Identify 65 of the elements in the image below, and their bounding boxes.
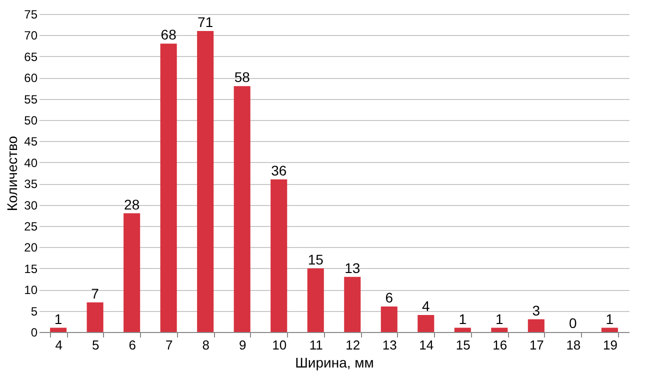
x-tick-label: 18	[566, 338, 581, 352]
x-tick-label: 5	[92, 338, 100, 352]
data-label: 28	[124, 196, 140, 212]
data-label: 15	[308, 251, 324, 268]
y-tick-label: 50	[24, 114, 38, 128]
bar	[86, 302, 104, 332]
data-label: 6	[385, 290, 394, 306]
bar	[197, 30, 214, 332]
data-label: 7	[91, 285, 100, 302]
x-tick-label: 10	[272, 338, 287, 352]
y-tick-label: 15	[24, 262, 38, 276]
y-tick-label: 30	[24, 198, 38, 212]
bar	[234, 86, 250, 332]
bar	[270, 179, 288, 332]
data-label: 1	[458, 310, 467, 327]
data-label: 0	[569, 315, 578, 331]
bar	[344, 276, 361, 332]
y-tick-label: 75	[24, 8, 38, 22]
bar	[380, 306, 398, 332]
data-label: 1	[54, 310, 62, 327]
data-label: 58	[234, 69, 250, 86]
data-label: 13	[344, 260, 360, 276]
data-label: 36	[271, 162, 287, 178]
y-axis-title: Количество	[4, 136, 20, 212]
data-label: 4	[422, 298, 430, 314]
data-label: 68	[160, 26, 177, 43]
x-tick-label: 17	[529, 338, 544, 352]
x-tick-label: 6	[128, 338, 136, 352]
bar	[418, 315, 434, 332]
y-tick-label: 65	[24, 50, 38, 64]
y-tick-label: 60	[24, 71, 38, 86]
x-tick-label: 15	[456, 338, 470, 352]
data-label: 71	[198, 14, 214, 30]
x-axis-title: Ширина, мм	[295, 354, 374, 370]
bar	[491, 328, 508, 332]
data-label: 1	[606, 310, 614, 327]
data-label: 1	[496, 310, 504, 327]
x-tick-label: 9	[238, 338, 246, 352]
y-tick-label: 70	[24, 28, 38, 43]
y-tick-label: 10	[24, 283, 38, 298]
y-tick-label: 35	[24, 177, 38, 192]
bar	[601, 328, 618, 332]
x-tick-label: 11	[309, 338, 323, 352]
bar	[307, 268, 324, 332]
y-tick-label: 55	[24, 92, 38, 106]
bar	[50, 328, 67, 332]
bar	[528, 319, 544, 332]
x-tick-label: 7	[165, 338, 173, 352]
y-tick-label: 40	[24, 156, 38, 170]
y-tick-label: 25	[24, 220, 38, 234]
x-tick-label: 16	[492, 338, 508, 352]
bar	[454, 328, 471, 332]
y-tick-label: 5	[30, 304, 38, 318]
x-tick-label: 8	[202, 338, 210, 352]
x-tick-label: 19	[602, 338, 618, 352]
x-tick-label: 14	[419, 338, 434, 352]
x-tick-label: 12	[346, 338, 360, 352]
bar	[160, 44, 177, 332]
bar	[124, 213, 140, 332]
data-label: 3	[532, 302, 540, 318]
y-tick-label: 45	[24, 134, 38, 149]
y-tick-label: 0	[30, 326, 38, 340]
x-tick-label: 4	[55, 338, 62, 352]
x-tick-label: 13	[382, 338, 397, 352]
y-tick-label: 20	[24, 240, 38, 255]
